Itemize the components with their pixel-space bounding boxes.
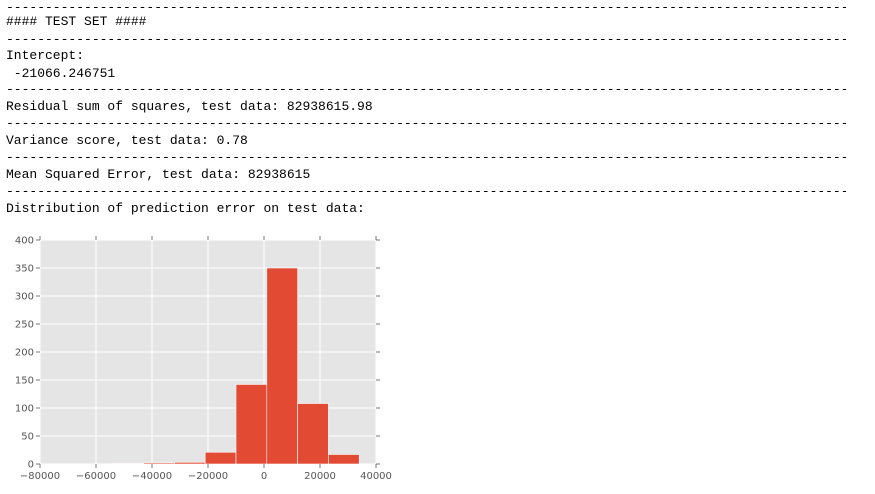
histogram-bar [112,463,144,465]
intercept-label: Intercept: [6,48,85,63]
divider-rule: ----------------------------------------… [6,82,846,97]
divider-rule: ----------------------------------------… [6,184,846,199]
x-tick-label: −80000 [20,471,60,482]
y-tick-label: 0 [28,460,34,471]
x-tick-label: 40000 [360,471,392,482]
x-tick-label: −60000 [76,471,116,482]
x-tick-label: 20000 [304,471,336,482]
divider-rule: ----------------------------------------… [6,150,846,165]
rss-line: Residual sum of squares, test data: 8293… [6,99,373,114]
x-tick-label: 0 [261,471,267,482]
histogram-bar [174,462,206,465]
histogram-bar [235,384,268,465]
histogram-bar [143,462,175,465]
y-tick-label: 400 [15,236,34,247]
intercept-value: -21066.246751 [6,66,116,81]
histogram-bar [297,403,329,465]
histogram-bar [204,451,237,465]
test-set-header: #### TEST SET #### [6,14,147,29]
y-tick-label: 250 [15,320,34,331]
y-tick-label: 50 [21,432,34,443]
y-tick-label: 300 [15,292,34,303]
divider-rule: ----------------------------------------… [6,0,846,15]
y-tick-label: 150 [15,376,34,387]
x-tick-label: −20000 [188,471,228,482]
divider-rule: ----------------------------------------… [6,32,846,47]
histogram-bar [328,454,360,465]
distribution-line: Distribution of prediction error on test… [6,201,365,216]
y-tick-label: 100 [15,404,34,415]
variance-line: Variance score, test data: 0.78 [6,133,248,148]
mse-line: Mean Squared Error, test data: 82938615 [6,167,311,182]
error-histogram: −80000 −60000 −40000 −20000 0 20000 40000 0 50 10… [15,236,392,483]
y-tick-label: 200 [15,348,34,359]
x-tick-label: −40000 [132,471,172,482]
divider-rule: ----------------------------------------… [6,116,846,131]
histogram-bar [266,267,298,465]
y-tick-label: 350 [15,264,34,275]
